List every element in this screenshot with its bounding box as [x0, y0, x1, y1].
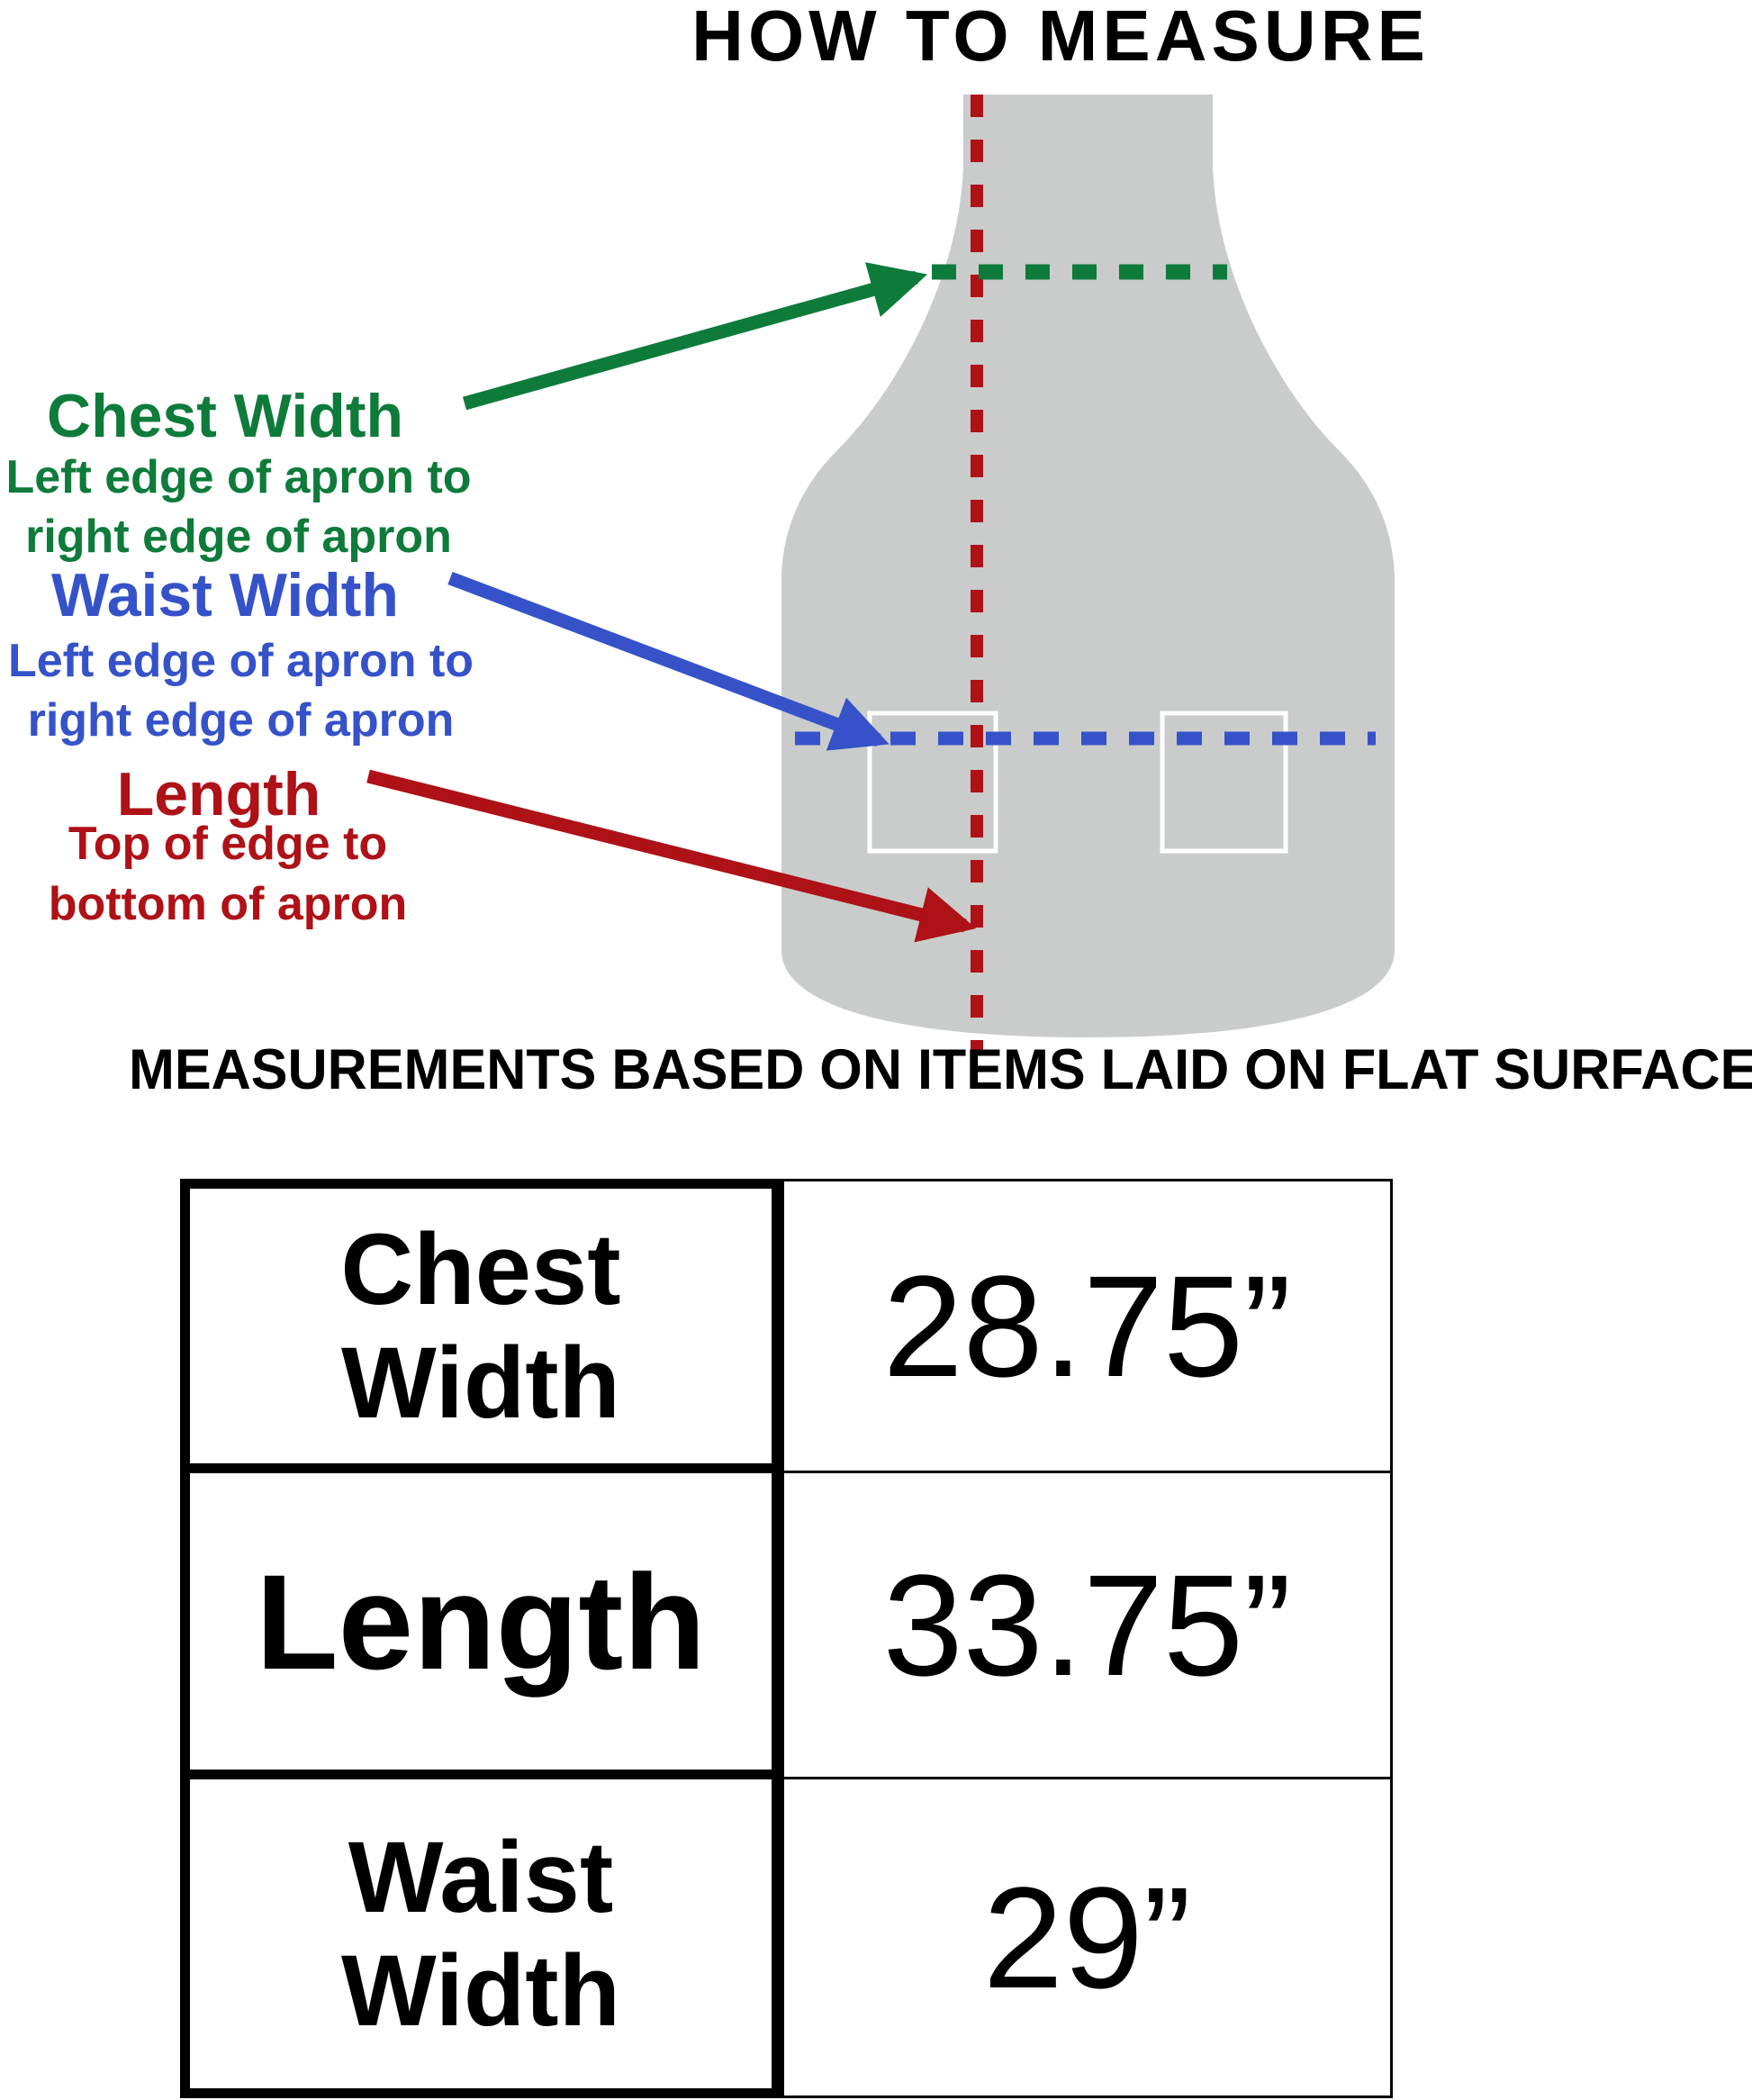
length-description: Top of edge to bottom of apron — [0, 814, 456, 935]
waist-label-line1: Waist — [348, 1821, 614, 1934]
table-row-length-label: Length — [180, 1463, 781, 1779]
chest-width-desc-line2: right edge of apron — [25, 511, 452, 563]
chest-label-line2: Width — [341, 1326, 620, 1439]
waist-width-label: Waist Width — [51, 561, 399, 629]
chest-width-label: Chest Width — [46, 382, 403, 450]
size-table-value-column: 28.75” 33.75” 29” — [781, 1179, 1393, 2098]
waist-label-line2: Width — [341, 1933, 620, 2047]
apron-silhouette — [781, 95, 1395, 1037]
length-arrow — [366, 769, 977, 943]
chest-width-desc-line1: Left edge of apron to — [5, 451, 472, 503]
right-pocket — [1160, 711, 1288, 854]
page-title: HOW TO MEASURE — [691, 0, 1430, 76]
chest-width-value: 28.75” — [781, 1179, 1393, 1473]
size-table-label-column: Chest Width Length Waist Width — [180, 1179, 781, 2098]
chest-label-line1: Chest — [340, 1213, 621, 1326]
length-label: Length — [116, 760, 321, 828]
waist-width-desc-line1: Left edge of apron to — [7, 635, 474, 687]
waist-width-description: Left edge of apron to right edge of apro… — [0, 631, 482, 750]
length-desc-line2: bottom of apron — [48, 878, 408, 930]
length-label-line1: Length — [256, 1545, 706, 1697]
waist-arrow — [447, 571, 890, 751]
chest-arrow — [462, 262, 928, 411]
left-pocket — [867, 711, 998, 854]
flat-surface-note-text: MEASUREMENTS BASED ON ITEMS LAID ON FLAT… — [128, 1038, 1752, 1101]
flat-surface-note: MEASUREMENTS BASED ON ITEMS LAID ON FLAT… — [104, 1037, 1752, 1102]
length-desc-line1: Top of edge to — [68, 818, 388, 870]
table-row-chest-label: Chest Width — [180, 1179, 781, 1473]
chest-width-description: Left edge of apron to right edge of apro… — [0, 448, 477, 566]
waist-width-value: 29” — [781, 1777, 1393, 2098]
table-row-waist-label: Waist Width — [180, 1770, 781, 2098]
length-value: 33.75” — [781, 1471, 1393, 1779]
waist-width-desc-line2: right edge of apron — [27, 694, 455, 747]
